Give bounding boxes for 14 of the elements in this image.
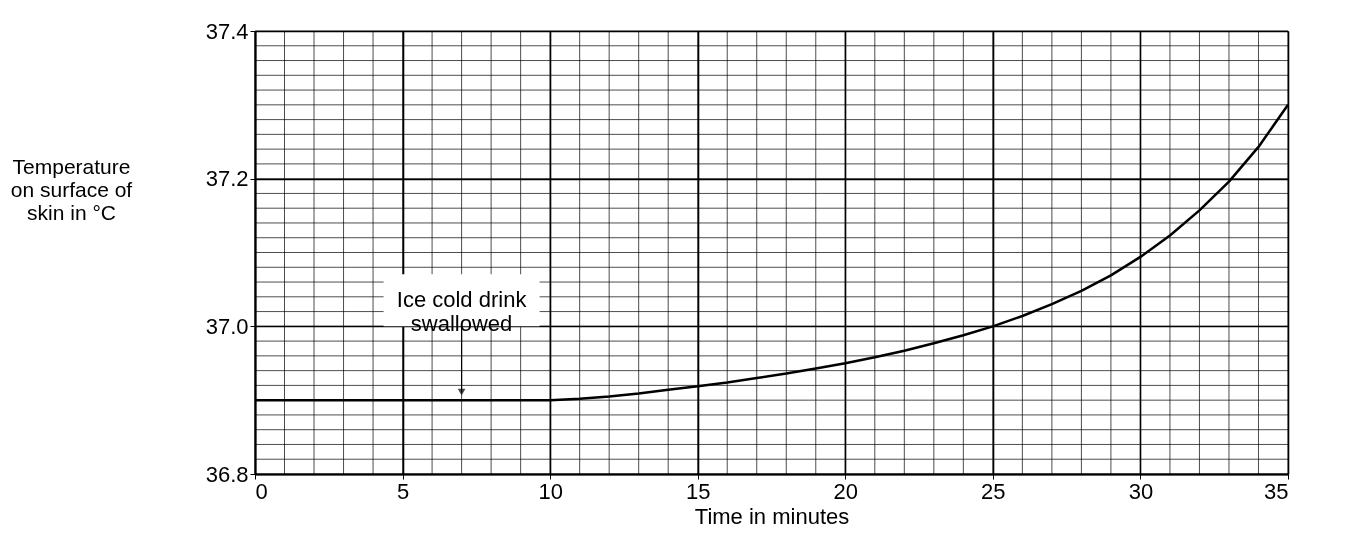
x-axis-title: Time in minutes: [694, 503, 850, 529]
y-tick-label: 36.8: [205, 461, 249, 487]
y-tick-label: 37.2: [205, 166, 249, 192]
x-tick-label: 5: [396, 478, 410, 504]
x-tick-label: 0: [255, 478, 268, 504]
y-tick-label: 37.4: [205, 18, 249, 44]
x-tick-label: 20: [833, 478, 859, 504]
x-tick-label: 10: [538, 478, 563, 504]
x-tick-label: 35: [1264, 478, 1289, 504]
y-tick-label: 37.0: [205, 313, 249, 339]
x-tick-label: 30: [1128, 478, 1154, 504]
x-tick-label: 15: [685, 478, 711, 504]
x-tick-label: 25: [981, 478, 1006, 504]
y-axis-title: Temperature on surface of skin in °C: [10, 154, 133, 224]
